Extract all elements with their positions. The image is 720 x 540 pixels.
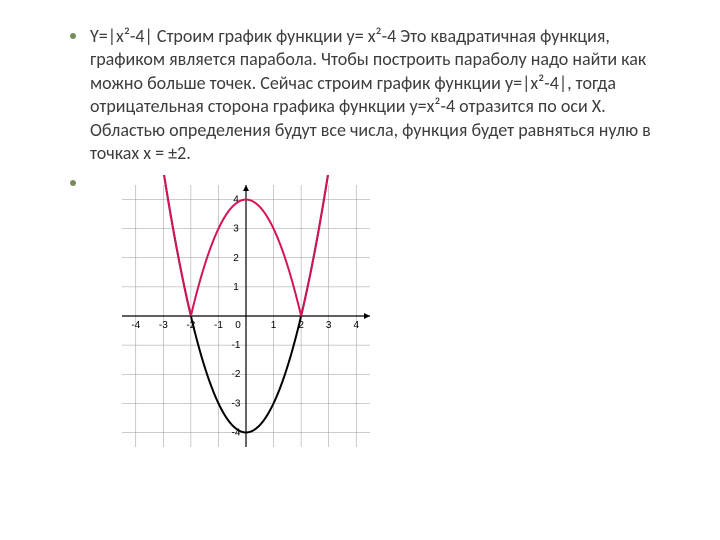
svg-text:4: 4	[353, 320, 359, 331]
svg-text:-4: -4	[131, 320, 140, 331]
svg-text:1: 1	[233, 282, 239, 293]
svg-text:-3: -3	[159, 320, 168, 331]
svg-text:1: 1	[271, 320, 277, 331]
bullet-dot-icon	[70, 180, 76, 186]
svg-text:-1: -1	[232, 340, 241, 351]
bullet-text: Y=|x²-4| Строим график функции y= x²-4 Э…	[90, 25, 670, 165]
svg-text:0: 0	[235, 320, 241, 331]
chart-container: -4-3-2-11234-4-3-2-112340	[100, 175, 670, 465]
svg-text:3: 3	[233, 224, 239, 235]
svg-text:2: 2	[233, 253, 239, 264]
svg-text:3: 3	[326, 320, 332, 331]
svg-text:-3: -3	[232, 399, 241, 410]
svg-text:-2: -2	[232, 370, 241, 381]
main-bullet: Y=|x²-4| Строим график функции y= x²-4 Э…	[90, 25, 670, 165]
bullet-dot-icon	[70, 33, 76, 39]
svg-text:-1: -1	[214, 320, 223, 331]
function-chart: -4-3-2-11234-4-3-2-112340	[100, 175, 380, 465]
